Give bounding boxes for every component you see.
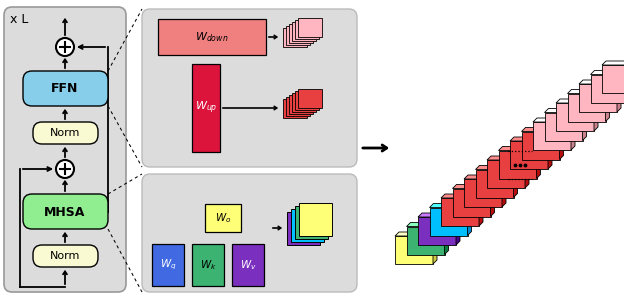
Text: $W_v$: $W_v$ <box>240 258 256 272</box>
Polygon shape <box>594 99 598 131</box>
Polygon shape <box>467 203 472 236</box>
Polygon shape <box>444 223 449 254</box>
Bar <box>298 18 322 37</box>
Bar <box>152 244 184 286</box>
Text: Norm: Norm <box>50 251 80 261</box>
Polygon shape <box>406 223 449 226</box>
Text: $W_{down}$: $W_{down}$ <box>195 30 229 44</box>
Polygon shape <box>433 232 437 264</box>
Bar <box>602 65 624 93</box>
Bar <box>286 97 310 116</box>
Bar <box>545 112 582 140</box>
Bar <box>283 99 307 118</box>
Text: FFN: FFN <box>51 82 79 95</box>
Polygon shape <box>602 61 624 65</box>
FancyBboxPatch shape <box>23 194 108 229</box>
Bar <box>395 236 433 264</box>
Circle shape <box>56 160 74 178</box>
Polygon shape <box>464 175 506 179</box>
Polygon shape <box>605 89 610 122</box>
Polygon shape <box>510 137 552 141</box>
FancyBboxPatch shape <box>23 71 108 106</box>
Text: Norm: Norm <box>50 128 80 138</box>
FancyBboxPatch shape <box>33 245 98 267</box>
Bar <box>289 24 313 43</box>
Polygon shape <box>514 166 517 197</box>
Polygon shape <box>499 146 540 151</box>
Polygon shape <box>567 89 610 94</box>
Bar <box>567 94 605 122</box>
Polygon shape <box>418 213 460 217</box>
Polygon shape <box>545 109 587 112</box>
Polygon shape <box>560 128 563 160</box>
Text: $W_o$: $W_o$ <box>215 211 231 225</box>
Bar <box>522 131 560 160</box>
Text: MHSA: MHSA <box>44 206 85 218</box>
Bar <box>429 208 467 236</box>
FancyBboxPatch shape <box>142 174 357 292</box>
Bar <box>452 188 490 217</box>
Bar <box>295 20 319 39</box>
Polygon shape <box>571 118 575 150</box>
Bar <box>192 244 224 286</box>
Bar <box>590 74 624 103</box>
FancyBboxPatch shape <box>4 7 126 292</box>
Circle shape <box>56 38 74 56</box>
Text: $W_k$: $W_k$ <box>200 258 217 272</box>
Polygon shape <box>441 194 483 198</box>
Polygon shape <box>487 156 529 160</box>
Polygon shape <box>579 80 621 84</box>
Polygon shape <box>456 213 460 245</box>
Polygon shape <box>395 232 437 236</box>
Bar <box>158 19 266 55</box>
Bar <box>464 179 502 207</box>
Bar <box>487 160 525 188</box>
Polygon shape <box>548 137 552 169</box>
Bar <box>289 95 313 114</box>
Bar <box>287 212 320 245</box>
Polygon shape <box>556 99 598 103</box>
Bar <box>205 204 241 232</box>
Polygon shape <box>475 166 517 170</box>
Text: x L: x L <box>10 13 28 26</box>
Bar <box>475 169 514 197</box>
Polygon shape <box>582 109 587 140</box>
Polygon shape <box>525 156 529 188</box>
Polygon shape <box>537 146 540 178</box>
Bar <box>232 244 264 286</box>
Bar <box>418 217 456 245</box>
Bar <box>510 141 548 169</box>
Bar <box>295 91 319 110</box>
Polygon shape <box>617 80 621 112</box>
Bar <box>295 206 328 239</box>
Text: $W_{up}$: $W_{up}$ <box>195 100 217 116</box>
Bar <box>499 151 537 178</box>
Bar <box>533 122 571 150</box>
Text: $W_q$: $W_q$ <box>160 258 177 272</box>
Bar <box>286 26 310 45</box>
Bar <box>192 64 220 152</box>
FancyBboxPatch shape <box>142 9 357 167</box>
Polygon shape <box>590 70 624 74</box>
Polygon shape <box>479 194 483 226</box>
Bar <box>291 209 324 242</box>
Bar <box>283 28 307 47</box>
Bar <box>298 89 322 108</box>
Polygon shape <box>522 128 563 131</box>
Bar <box>292 93 316 112</box>
Polygon shape <box>533 118 575 122</box>
Bar <box>441 198 479 226</box>
Bar <box>299 203 332 236</box>
FancyBboxPatch shape <box>33 122 98 144</box>
Bar <box>556 103 594 131</box>
Bar <box>406 226 444 254</box>
Polygon shape <box>490 184 494 217</box>
Polygon shape <box>502 175 506 207</box>
Polygon shape <box>429 203 472 208</box>
Bar <box>579 84 617 112</box>
Polygon shape <box>452 184 494 188</box>
Bar <box>292 22 316 41</box>
